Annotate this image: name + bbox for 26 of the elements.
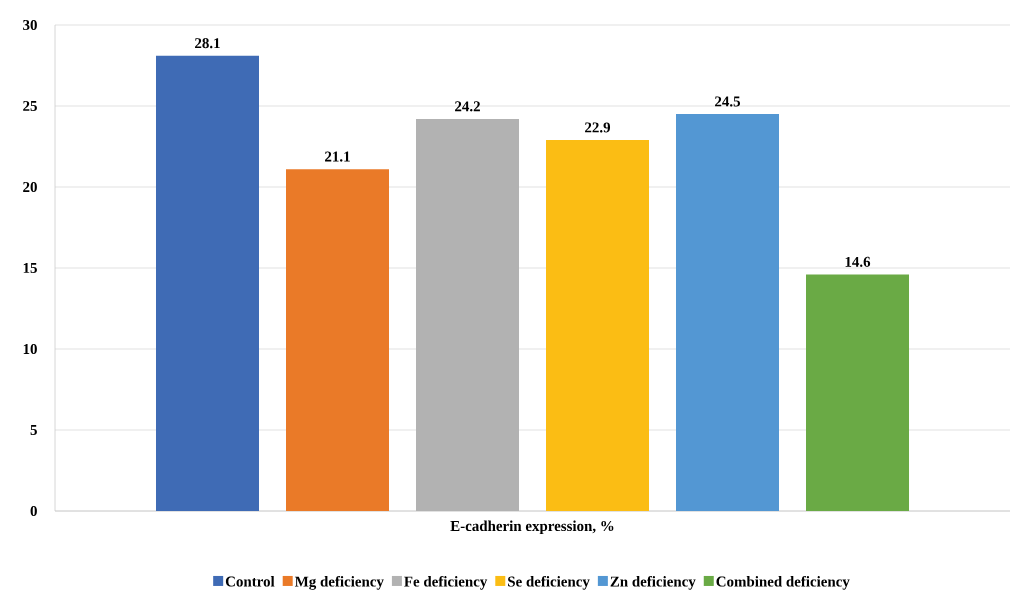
legend-label: Control [225, 576, 275, 587]
bar [806, 274, 910, 511]
data-label: 14.6 [845, 256, 871, 267]
data-label: 22.9 [585, 122, 611, 133]
y-tick-label: 0 [30, 505, 37, 517]
legend-label: Se deficiency [508, 575, 590, 590]
y-tick-label: 20 [23, 181, 37, 193]
y-tick-label: 25 [23, 100, 37, 112]
data-label: 21.1 [325, 151, 350, 162]
y-tick-label: 10 [23, 343, 37, 355]
legend-label: Combined deficiency [716, 575, 850, 590]
bar [546, 140, 649, 511]
x-tick-label: E-cadherin expression, % [450, 520, 614, 535]
y-tick-label: 5 [30, 425, 37, 435]
legend-label: Fe deficiency [404, 575, 488, 590]
y-tick-label: 15 [23, 263, 37, 273]
bar [156, 55, 259, 511]
y-tick-label: 30 [23, 19, 37, 31]
data-label: 24.2 [455, 101, 480, 112]
legend-label: Zn deficiency [610, 575, 696, 590]
data-label: 28.1 [195, 38, 220, 49]
legend-label: Mg deficiency [294, 575, 384, 590]
bar [416, 118, 519, 511]
bar [286, 169, 389, 511]
bar [676, 114, 779, 511]
data-label: 24.5 [715, 96, 741, 107]
